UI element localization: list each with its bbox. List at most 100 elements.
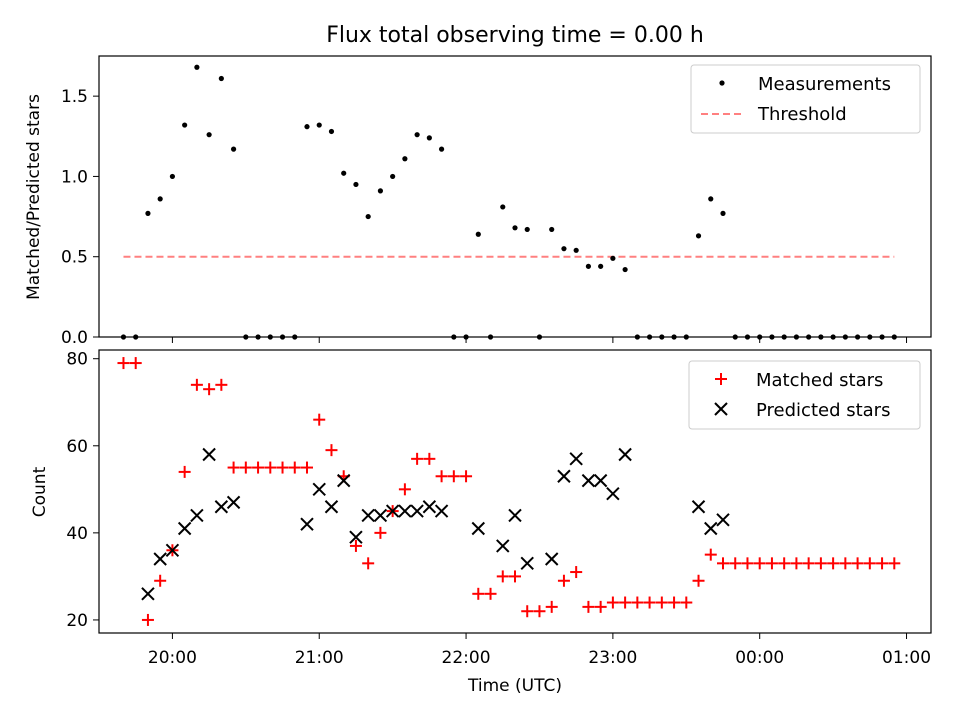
matched-star-point	[509, 570, 521, 583]
matched-star-point	[496, 570, 509, 583]
x-tick-label: 21:00	[295, 648, 344, 668]
x-tick-label: 01:00	[882, 648, 931, 668]
matched-star-point	[619, 596, 632, 609]
predicted-star-point	[202, 447, 216, 462]
matched-star-point	[301, 461, 313, 474]
matched-star-point	[313, 413, 326, 426]
measurement-point	[218, 75, 224, 82]
bottom-y-tick-label: 20	[66, 611, 88, 631]
predicted-star-point	[165, 543, 180, 557]
matched-star-point	[264, 461, 277, 474]
predicted-star-point	[361, 508, 375, 523]
measurement-point	[328, 128, 335, 135]
legend-measurements-label: Measurements	[758, 74, 891, 95]
predicted-star-point	[581, 473, 596, 488]
matched-star-point	[557, 574, 570, 587]
predicted-star-point	[569, 452, 583, 466]
measurement-point	[622, 266, 628, 273]
measurement-point	[475, 231, 481, 237]
measurement-point	[549, 226, 555, 233]
matched-star-point	[717, 557, 729, 570]
x-tick-label: 00:00	[735, 648, 784, 668]
predicted-star-point	[557, 469, 571, 483]
predicted-star-point	[508, 508, 522, 523]
matched-star-point	[741, 557, 754, 570]
top-x-ticks	[171, 337, 908, 343]
matched-star-point	[582, 600, 595, 613]
legend-matched-marker	[715, 373, 727, 385]
measurement-point	[426, 135, 432, 141]
measurement-point	[169, 173, 176, 180]
matched-star-point	[655, 596, 668, 609]
measurement-point	[365, 213, 371, 220]
measurement-point	[598, 263, 604, 269]
predicted-star-point	[691, 500, 706, 514]
matched-star-point	[851, 557, 864, 570]
bottom-y-tick-label: 80	[66, 350, 88, 370]
measurement-point	[145, 210, 151, 216]
predicted-star-point	[226, 495, 241, 510]
matched-star-point	[631, 596, 644, 609]
predicted-star-point	[336, 473, 351, 488]
matched-star-point	[876, 557, 889, 570]
legend-matched-label: Matched stars	[756, 370, 883, 391]
top-y-tick-label: 0.5	[61, 248, 88, 268]
matched-star-point	[349, 539, 362, 552]
predicted-star-point	[704, 521, 718, 536]
matched-star-point	[521, 605, 534, 618]
x-axis-label: Time (UTC)	[467, 676, 562, 696]
predicted-star-point	[434, 504, 449, 518]
predicted-star-point	[324, 500, 339, 514]
bottom-y-ticks: 20 40 60 80	[66, 350, 99, 631]
bottom-axes-frame	[98, 349, 932, 634]
figure-title: Flux total observing time = 0.00 h	[326, 23, 704, 48]
measurement-point	[390, 173, 396, 180]
matched-star-point	[814, 557, 827, 570]
predicted-star-point	[300, 517, 314, 531]
predicted-star-point	[593, 473, 608, 488]
top-legend-box	[690, 64, 921, 134]
matched-star-point	[276, 461, 289, 474]
top-y-tick-label: 0.0	[61, 328, 88, 348]
matched-star-point	[398, 483, 411, 496]
bottom-legend-box	[688, 360, 921, 430]
measurement-point	[610, 255, 616, 261]
measurement-point	[304, 124, 310, 130]
legend-threshold-label: Threshold	[757, 104, 847, 125]
matched-star-point	[484, 587, 497, 600]
matched-star-point	[888, 557, 901, 570]
measurement-point	[182, 122, 188, 128]
matched-star-point	[190, 378, 203, 391]
predicted-star-point	[385, 504, 400, 518]
matched-star-point	[643, 596, 656, 609]
measurement-point	[720, 210, 726, 216]
matched-star-point	[753, 557, 766, 570]
bottom-legend: Matched stars Predicted stars	[688, 360, 921, 430]
measurement-point	[573, 247, 579, 253]
matched-star-point	[827, 557, 840, 570]
predicted-star-point	[716, 513, 730, 527]
predicted-star-point	[520, 556, 534, 571]
predicted-star-point	[618, 447, 632, 462]
bottom-y-tick-label: 60	[66, 437, 88, 457]
matched-star-point	[460, 470, 473, 483]
predicted-star-point	[496, 539, 510, 553]
matched-star-point	[215, 378, 228, 391]
x-tick-label: 20:00	[148, 648, 197, 668]
matched-star-point	[606, 596, 619, 609]
top-y-tick-label: 1.5	[61, 87, 88, 107]
legend-predicted-marker	[714, 402, 728, 416]
matched-star-point	[790, 557, 803, 570]
predicted-star-point	[190, 508, 204, 523]
matched-star-point	[252, 461, 265, 474]
top-y-ticks: 0.0 0.5 1.0 1.5	[61, 87, 99, 348]
matched-star-point	[374, 526, 387, 539]
measurement-point	[377, 188, 384, 194]
matched-star-point	[802, 557, 815, 570]
predicted-star-point	[312, 482, 326, 497]
matched-star-point	[765, 557, 778, 570]
measurement-point	[500, 204, 506, 210]
matched-star-point	[435, 470, 448, 483]
matched-star-point	[178, 465, 191, 478]
matched-star-point	[129, 357, 142, 370]
